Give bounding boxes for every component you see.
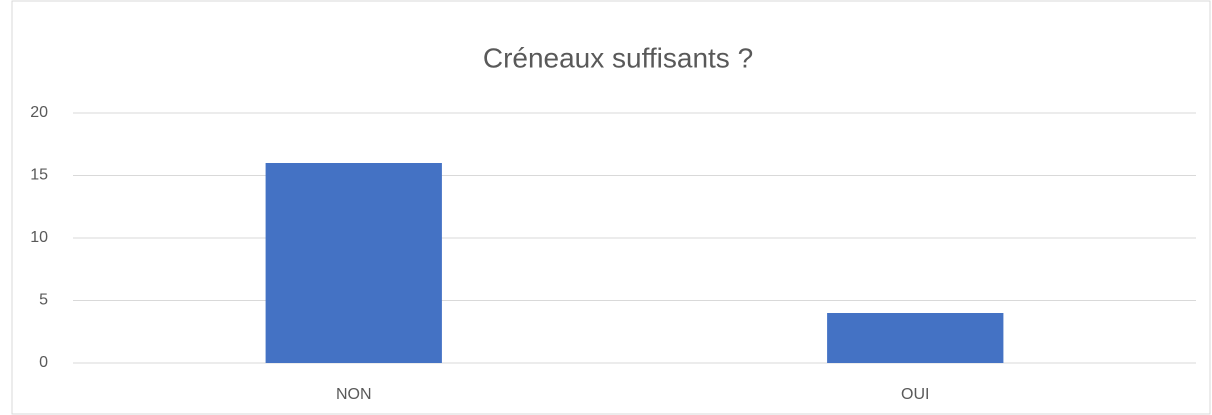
bar	[827, 313, 1004, 363]
y-tick-label: 20	[30, 104, 48, 121]
x-tick-label: NON	[336, 386, 372, 403]
y-tick-label: 0	[39, 354, 48, 371]
chart-frame	[11, 0, 1211, 415]
y-tick-label: 10	[30, 229, 48, 246]
chart-title: Créneaux suffisants ?	[483, 42, 753, 73]
y-tick-label: 5	[39, 292, 48, 309]
bar	[265, 163, 442, 363]
x-tick-label: OUI	[901, 386, 929, 403]
y-tick-label: 15	[30, 167, 48, 184]
